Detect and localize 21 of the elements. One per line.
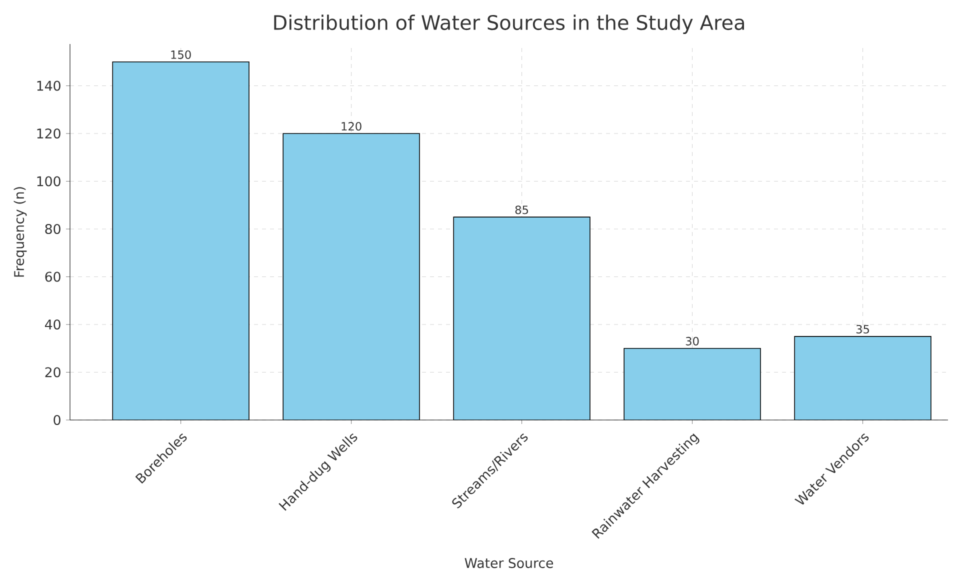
bar [282, 133, 420, 420]
y-tick-label: 140 [37, 80, 60, 91]
y-tick-label: 120 [37, 128, 60, 139]
data-label: 120 [342, 122, 362, 131]
bar [794, 336, 932, 420]
y-tick-label: 0 [54, 414, 60, 426]
y-tick-label: 80 [45, 224, 60, 234]
bar [453, 216, 590, 420]
y-tick-label: 20 [45, 367, 60, 378]
y-axis-title: Frequency (n) [14, 187, 27, 277]
chart-title: Distribution of Water Sources in the Study Area [274, 14, 744, 34]
bar [112, 62, 250, 420]
data-label: 35 [856, 324, 869, 334]
data-label: 150 [171, 50, 191, 59]
data-label: 85 [515, 206, 528, 214]
y-tick-label: 100 [37, 176, 60, 186]
y-tick-label: 60 [45, 272, 60, 282]
x-axis-title: Water Source [464, 558, 554, 568]
bar [624, 348, 761, 420]
data-label: 30 [686, 336, 699, 346]
y-tick-label: 40 [44, 319, 60, 330]
